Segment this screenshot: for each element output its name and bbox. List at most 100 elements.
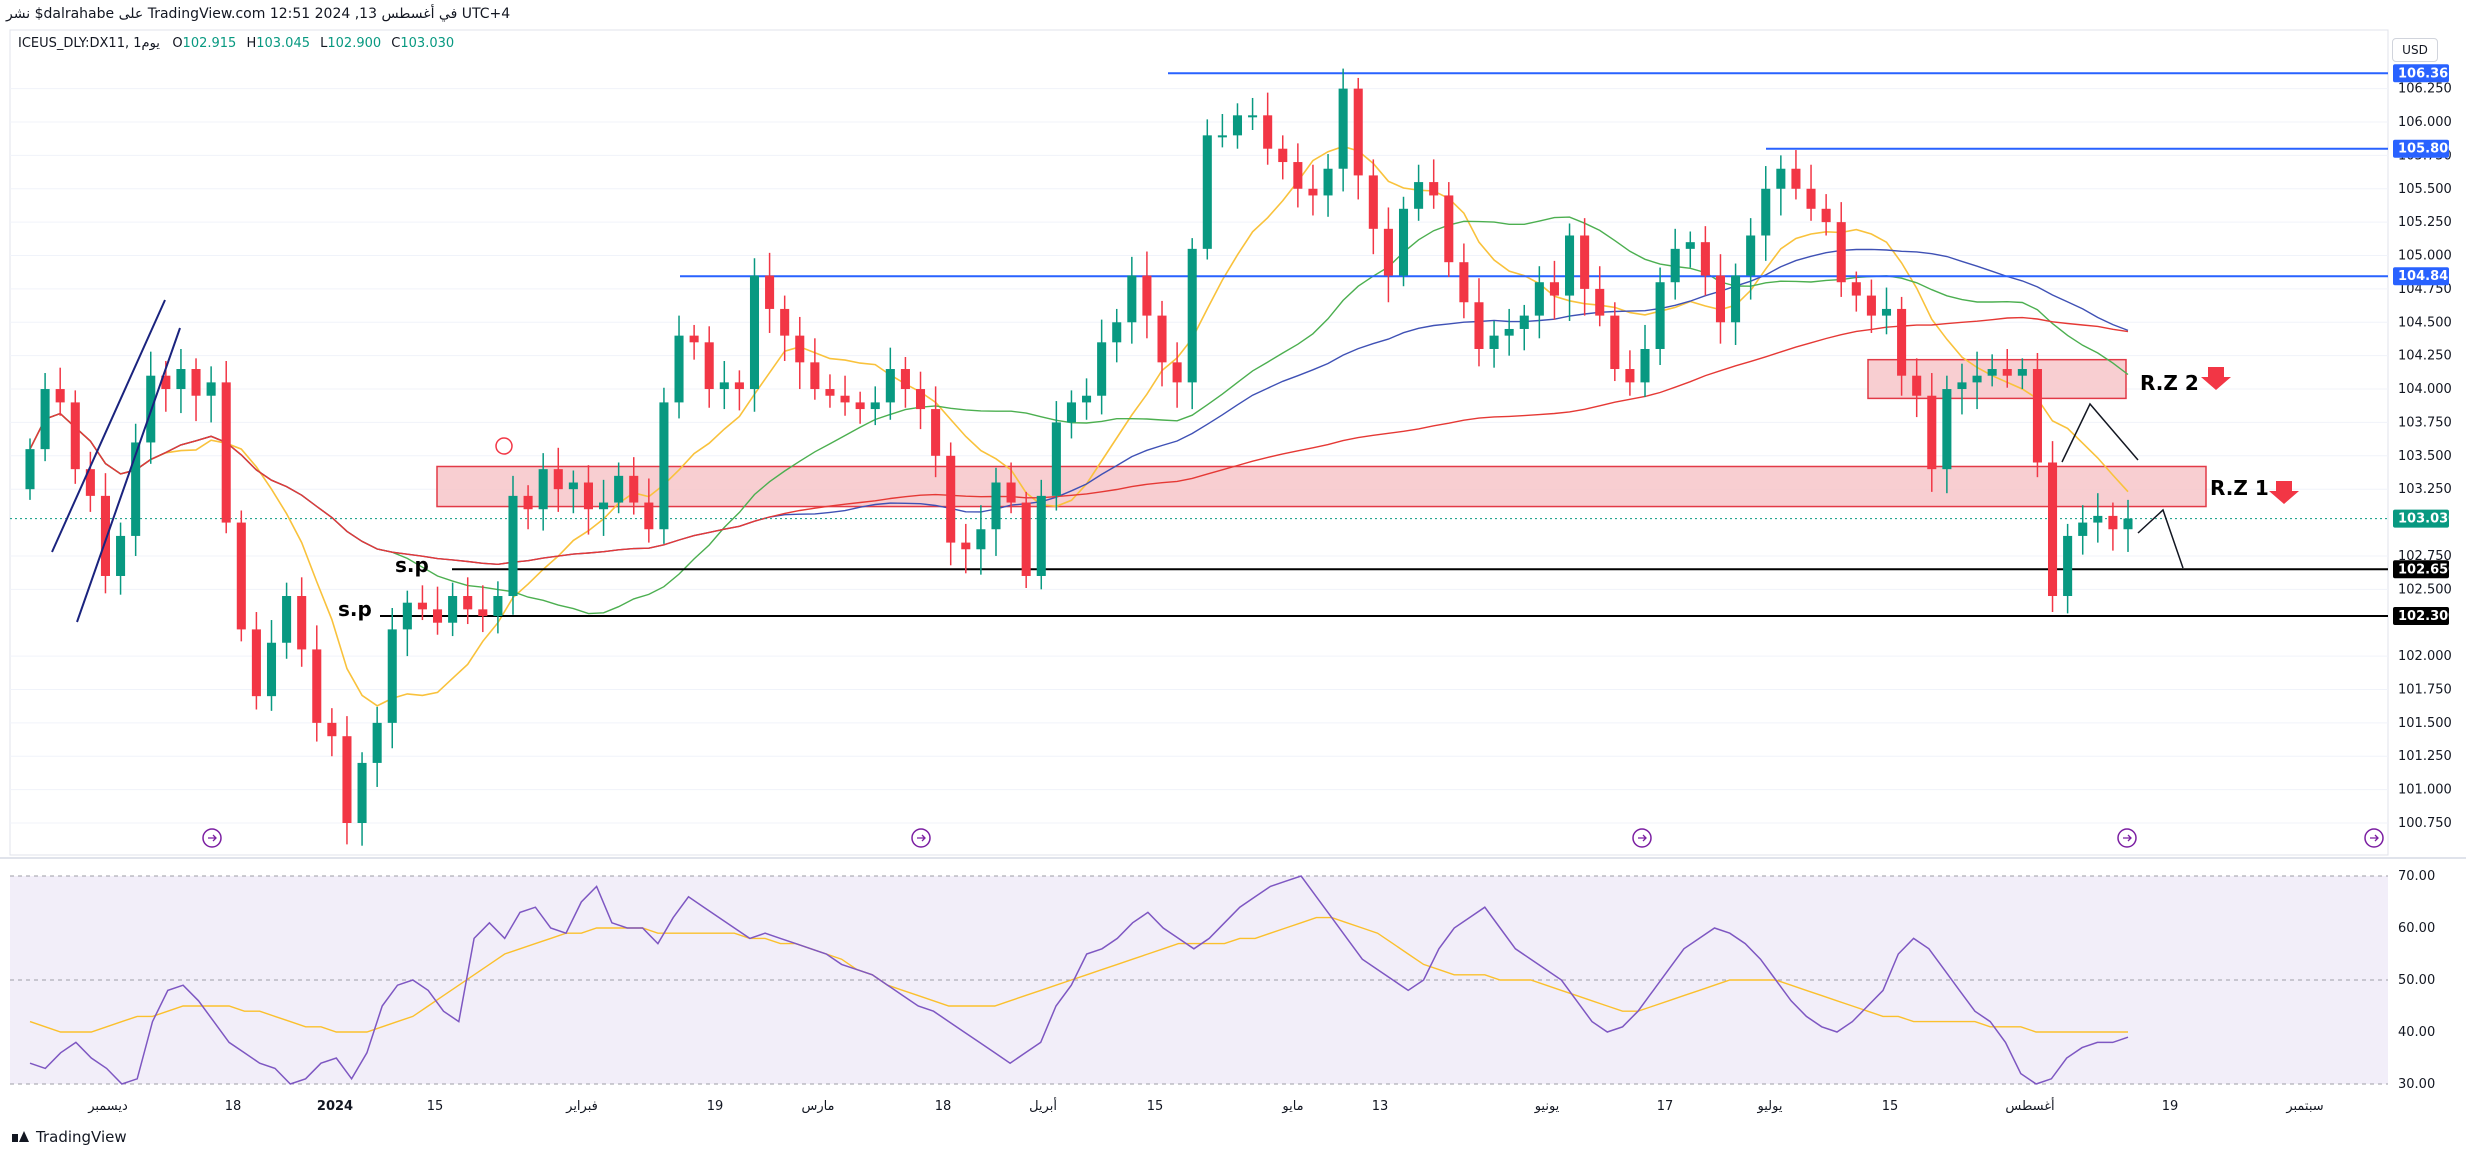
price-tick-label: 105.250 bbox=[2398, 215, 2452, 230]
high-label: H bbox=[246, 36, 257, 51]
time-tick-label: 15 bbox=[1882, 1099, 1899, 1114]
candle-body bbox=[1897, 308, 1907, 376]
candle-body bbox=[1836, 222, 1846, 283]
candle-body bbox=[100, 495, 110, 576]
tradingview-brand[interactable]: TradingView bbox=[12, 1128, 127, 1146]
candle-body bbox=[478, 609, 488, 617]
candle-body bbox=[583, 482, 593, 510]
candle-body bbox=[1806, 188, 1816, 209]
candle-body bbox=[1097, 342, 1107, 396]
lightning-event-icon bbox=[2117, 828, 2137, 848]
candle-body bbox=[1866, 295, 1876, 316]
candle-body bbox=[1353, 88, 1363, 176]
candle-body bbox=[1640, 348, 1650, 383]
candle-body bbox=[402, 602, 412, 630]
currency-button[interactable]: USD bbox=[2392, 38, 2438, 62]
rsi-tick-label: 60.00 bbox=[2398, 921, 2435, 936]
candle-body bbox=[568, 482, 578, 490]
time-tick-label: سبتمبر bbox=[2285, 1099, 2323, 1114]
trendline bbox=[76, 327, 181, 623]
time-tick-label: 15 bbox=[1147, 1099, 1164, 1114]
time-tick-label: 19 bbox=[2162, 1099, 2179, 1114]
candle-body bbox=[885, 369, 895, 403]
price-tick-label: 103.250 bbox=[2398, 482, 2452, 497]
marker-circle bbox=[495, 437, 513, 455]
time-tick-label: 15 bbox=[427, 1099, 444, 1114]
candle-body bbox=[1549, 282, 1559, 296]
price-tick-label: 104.750 bbox=[2398, 282, 2452, 297]
candle-body bbox=[1700, 242, 1710, 276]
level-price-tag bbox=[2393, 139, 2449, 158]
event-arrow-icon bbox=[208, 834, 217, 842]
candle-body bbox=[1142, 275, 1152, 316]
price-tick-label: 103.500 bbox=[2398, 449, 2452, 464]
candle-body bbox=[1881, 308, 1892, 316]
price-tick-label: 101.750 bbox=[2398, 682, 2452, 697]
rsi-band-fill bbox=[10, 876, 2388, 1084]
time-tick-label: فبراير bbox=[565, 1099, 598, 1114]
candle-body bbox=[1202, 135, 1212, 249]
candle-body bbox=[629, 475, 639, 503]
zone-2 bbox=[1867, 358, 2127, 400]
grid bbox=[0, 29, 2466, 859]
candle-body bbox=[1248, 115, 1258, 118]
candle-body bbox=[1474, 302, 1484, 349]
candle-body bbox=[1308, 188, 1318, 196]
price-tick-label: 102.000 bbox=[2398, 649, 2452, 664]
candle-body bbox=[749, 275, 760, 390]
candle-body bbox=[1731, 275, 1741, 323]
candle-body bbox=[900, 369, 910, 390]
candle-body bbox=[976, 529, 986, 550]
candle-body bbox=[2078, 522, 2088, 536]
candle-body bbox=[1610, 315, 1620, 370]
time-tick-label: مارس bbox=[801, 1099, 834, 1114]
candles bbox=[25, 68, 2133, 846]
event-arrow-icon bbox=[2370, 834, 2379, 842]
candle-body bbox=[1021, 502, 1031, 576]
candle-body bbox=[1459, 262, 1469, 303]
candle-body bbox=[1942, 389, 1952, 470]
price-axis: 106.250106.000105.750105.500105.250105.0… bbox=[2393, 64, 2457, 831]
candle-body bbox=[417, 602, 427, 610]
path-arrow-2 bbox=[2137, 508, 2184, 569]
candle-body bbox=[553, 469, 563, 490]
level-price-tag bbox=[2393, 607, 2449, 626]
candle-body bbox=[1957, 382, 1967, 390]
level-price-label: 104.845 bbox=[2398, 269, 2457, 284]
candle-body bbox=[1776, 168, 1786, 189]
candle-body bbox=[282, 596, 292, 643]
candle-body bbox=[1082, 395, 1092, 403]
time-tick-label: أغسطس bbox=[2005, 1097, 2054, 1114]
high-value: 103.045 bbox=[256, 36, 310, 51]
candle-body bbox=[1504, 328, 1514, 336]
time-tick-label: 18 bbox=[225, 1099, 242, 1114]
level-price-tag bbox=[2393, 267, 2449, 286]
candle-body bbox=[931, 409, 941, 456]
candle-body bbox=[915, 389, 926, 410]
level-price-label: 102.300 bbox=[2398, 609, 2457, 624]
candle-body bbox=[1595, 288, 1605, 316]
symbol-ohlc-bar: ICEUS_DLY:DX11, 1يوم O102.915 H103.045 L… bbox=[18, 36, 460, 51]
candle-body bbox=[855, 402, 865, 410]
ma-blue-line bbox=[29, 248, 2129, 566]
time-tick-label: 19 bbox=[707, 1099, 724, 1114]
candle-body bbox=[266, 642, 277, 697]
time-tick-label: يوليو bbox=[1757, 1099, 1783, 1114]
event-arrow-icon bbox=[2123, 834, 2132, 842]
candle-body bbox=[161, 375, 171, 390]
candle-body bbox=[40, 389, 50, 450]
candle-body bbox=[1851, 282, 1861, 296]
rsi-tick-label: 30.00 bbox=[2398, 1077, 2435, 1092]
candle-body bbox=[191, 369, 201, 396]
close-label: C bbox=[391, 36, 401, 51]
close-value: 103.030 bbox=[400, 36, 455, 51]
candle-body bbox=[780, 308, 790, 336]
candle-body bbox=[327, 722, 337, 737]
time-tick-label: مايو bbox=[1281, 1099, 1303, 1114]
annotation-sp: s.p bbox=[395, 553, 429, 577]
event-marker-icon bbox=[1632, 828, 1652, 848]
candle-body bbox=[342, 736, 352, 823]
candle-body bbox=[2063, 535, 2073, 597]
symbol-name[interactable]: ICEUS_DLY:DX11, 1يوم bbox=[18, 36, 160, 51]
